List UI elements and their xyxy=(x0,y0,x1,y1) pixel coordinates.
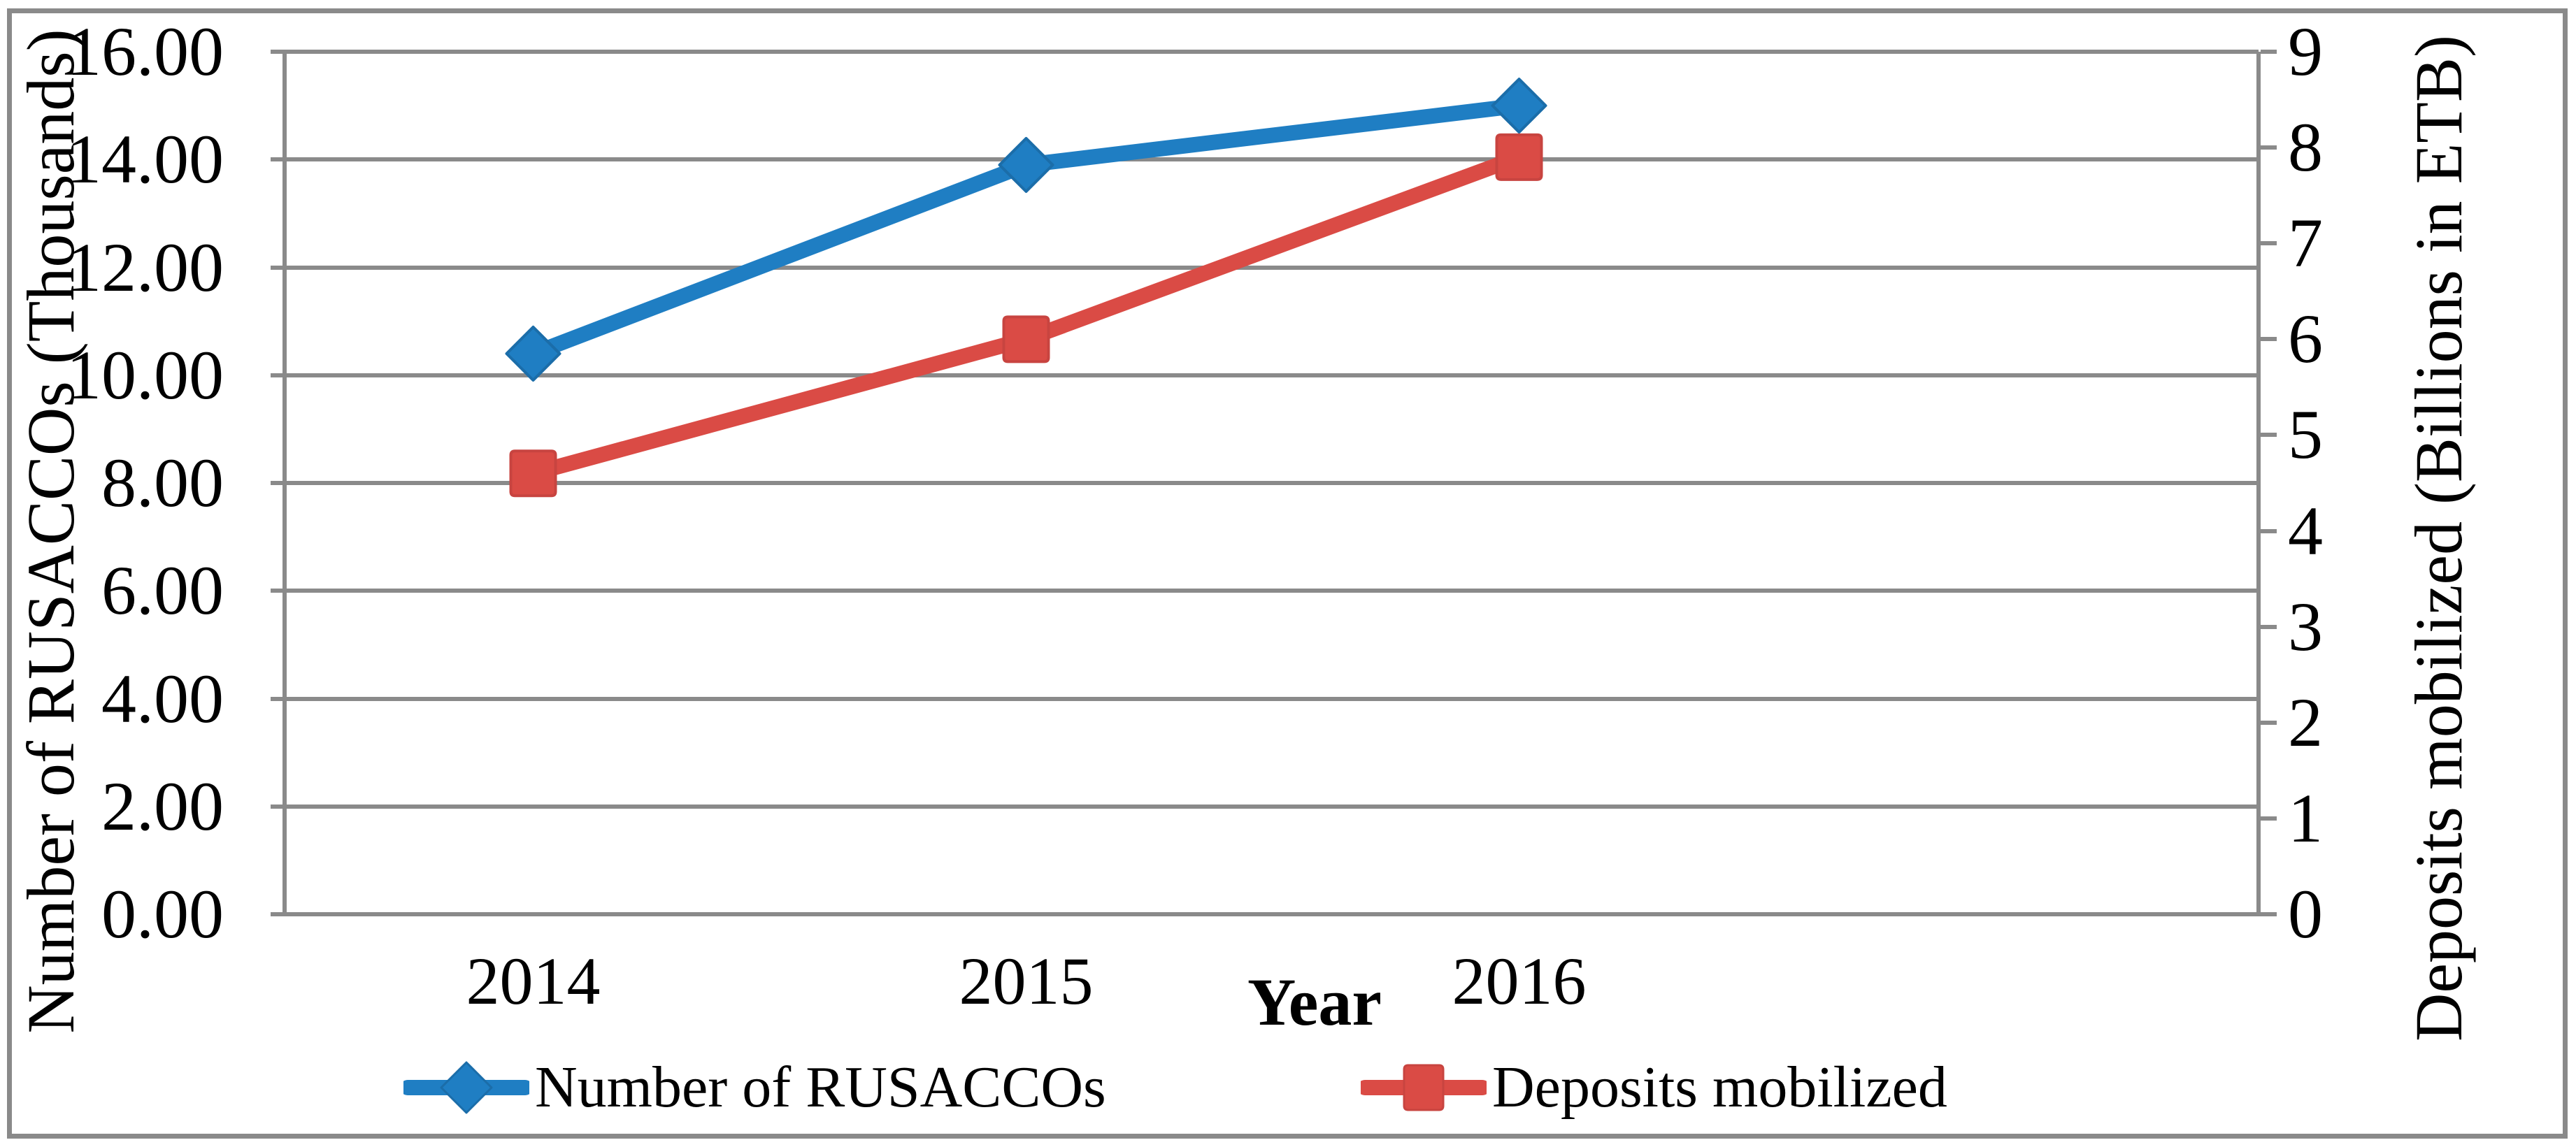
right-axis-tick xyxy=(2261,50,2277,54)
left-axis-tick-label: 16.00 xyxy=(66,13,224,90)
right-axis-tick xyxy=(2261,720,2277,725)
right-axis-line xyxy=(2256,52,2261,914)
left-axis-tick xyxy=(271,804,287,809)
right-axis-tick xyxy=(2261,241,2277,246)
legend-line-square-glyph xyxy=(1361,1064,1487,1111)
gridline xyxy=(287,804,2259,809)
x-axis-title: Year xyxy=(1247,965,1382,1039)
legend-label: Number of RUSACCOs xyxy=(535,1055,1106,1120)
legend-label: Deposits mobilized xyxy=(1492,1055,1947,1120)
x-axis-line xyxy=(271,912,2275,916)
legend-line-diamond-glyph xyxy=(403,1061,529,1114)
left-axis-tick-label: 6.00 xyxy=(101,551,224,630)
left-axis-tick xyxy=(271,481,287,485)
gridline xyxy=(287,157,2259,162)
gridline xyxy=(287,481,2259,485)
left-axis-tick-label: 0.00 xyxy=(101,875,224,953)
right-axis-tick-label: 0 xyxy=(2288,875,2323,953)
x-axis-tick-label: 2015 xyxy=(959,944,1094,1018)
right-axis-tick xyxy=(2261,145,2277,150)
diamond-data-point-marker xyxy=(1491,78,1547,134)
right-axis-tick xyxy=(2261,816,2277,821)
right-axis-tick-label: 3 xyxy=(2288,587,2323,665)
right-axis-tick xyxy=(2261,528,2277,533)
left-axis-tick-label: 10.00 xyxy=(66,336,224,414)
series-line-1 xyxy=(525,149,1527,482)
x-axis-tick-label: 2014 xyxy=(466,944,601,1018)
right-axis-title: Deposits mobilized (Billions in ETB) xyxy=(2401,35,2476,1041)
gridline xyxy=(287,696,2259,701)
left-axis-tick xyxy=(271,373,287,377)
x-axis-tick-label: 2016 xyxy=(1452,944,1587,1018)
right-axis-tick-label: 6 xyxy=(2288,300,2323,378)
square-data-point-marker xyxy=(1002,315,1050,363)
left-axis-tick xyxy=(271,265,287,270)
legend-item-deposits-mobilized: Deposits mobilized xyxy=(1361,1048,1947,1127)
diamond-data-point-marker xyxy=(505,325,561,382)
left-axis-tick-label: 4.00 xyxy=(101,659,224,737)
legend-item-number-of-rusaccos: Number of RUSACCOs xyxy=(403,1048,1106,1127)
left-axis-tick-label: 12.00 xyxy=(66,228,224,306)
left-axis-title: Number of RUSACCOs (Thousands) xyxy=(13,29,88,1034)
right-axis-tick-label: 5 xyxy=(2288,396,2323,474)
right-axis-tick-label: 2 xyxy=(2288,683,2323,761)
left-axis-line xyxy=(282,52,287,914)
left-axis-tick xyxy=(271,589,287,593)
left-axis-tick xyxy=(271,157,287,162)
gridline xyxy=(287,265,2259,270)
right-axis-tick xyxy=(2261,624,2277,629)
left-axis-tick-label: 8.00 xyxy=(101,444,224,521)
left-axis-tick-label: 2.00 xyxy=(101,767,224,845)
right-axis-tick-label: 9 xyxy=(2288,13,2323,90)
left-axis-tick xyxy=(271,696,287,701)
right-axis-tick xyxy=(2261,433,2277,438)
right-axis-tick-label: 7 xyxy=(2288,204,2323,282)
left-axis-tick xyxy=(271,50,287,54)
right-axis-tick-label: 1 xyxy=(2288,779,2323,857)
square-data-point-marker xyxy=(1495,133,1543,181)
gridline xyxy=(287,589,2259,593)
gridline xyxy=(287,50,2259,54)
legend-square-marker xyxy=(1403,1064,1445,1111)
gridline xyxy=(287,373,2259,377)
right-axis-tick-label: 8 xyxy=(2288,108,2323,187)
right-axis-tick xyxy=(2261,337,2277,342)
legend-diamond-marker xyxy=(440,1061,493,1114)
figure-border xyxy=(7,8,2568,1139)
right-axis-tick-label: 4 xyxy=(2288,491,2323,570)
left-axis-tick-label: 14.00 xyxy=(66,120,224,199)
square-data-point-marker xyxy=(509,449,557,498)
diamond-data-point-marker xyxy=(998,136,1054,193)
